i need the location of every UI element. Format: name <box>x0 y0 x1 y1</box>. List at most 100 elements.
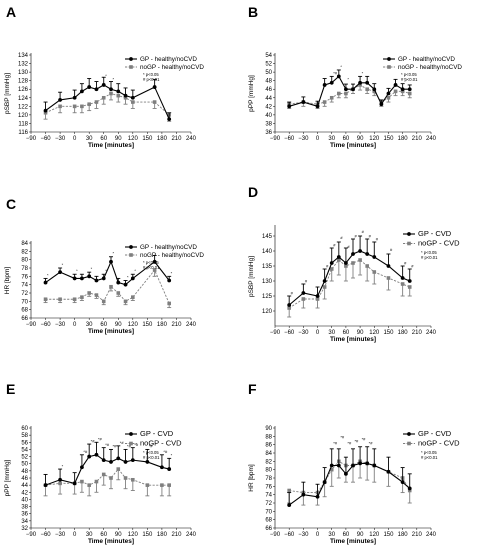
x-tick-label: 60 <box>343 532 350 538</box>
x-tick-label: −30 <box>298 532 309 538</box>
data-point <box>80 89 84 94</box>
data-point <box>152 85 157 89</box>
y-tick-label: 116 <box>18 130 28 136</box>
significance-marker: # <box>355 234 358 239</box>
panel-letter-a: A <box>6 4 16 20</box>
data-point <box>72 104 77 109</box>
data-point <box>123 282 128 287</box>
x-tick-label: 240 <box>186 532 197 538</box>
series-gp <box>43 441 172 488</box>
series-line <box>45 468 170 486</box>
legend-label: GP - CVD <box>418 429 452 438</box>
data-point <box>80 104 84 109</box>
x-tick-label: 90 <box>115 322 122 328</box>
significance-legend: # p<0.01 <box>421 455 438 460</box>
y-tick-label: 36 <box>21 512 28 518</box>
data-point <box>72 481 77 486</box>
significance-marker: *# <box>347 441 352 446</box>
data-point <box>116 456 121 461</box>
panel-f: F −90 −60 −30 0 30 60 90 120 150 180 210 240 66 68 70 72… <box>248 381 460 545</box>
significance-marker: # <box>340 235 343 240</box>
x-tick-label: 60 <box>100 322 107 328</box>
legend-label: noGP - healthy/noCVD <box>140 252 204 259</box>
y-tick-label: 52 <box>21 455 28 461</box>
data-point <box>131 477 135 482</box>
data-point <box>351 463 355 468</box>
x-tick-label: 30 <box>86 136 93 142</box>
data-point <box>372 270 377 274</box>
x-tick-label: −90 <box>270 532 281 538</box>
data-point <box>152 100 157 104</box>
significance-marker: * <box>362 70 364 75</box>
data-point <box>322 279 327 283</box>
x-tick-label: 30 <box>328 136 335 142</box>
y-tick-label: 72 <box>265 501 272 507</box>
data-point <box>87 291 91 295</box>
y-tick-label: 50 <box>265 70 272 76</box>
legend-label: GP - healthy/noCVD <box>140 56 197 63</box>
data-point <box>94 293 99 297</box>
data-point <box>80 465 84 470</box>
significance-marker: * <box>62 262 64 267</box>
significance-marker: * <box>347 77 349 82</box>
x-tick-label: 90 <box>115 532 122 538</box>
data-point <box>72 276 77 281</box>
y-tick-label: 88 <box>265 434 272 440</box>
x-tick-label: 60 <box>343 136 350 142</box>
significance-marker: *# <box>340 434 345 439</box>
legend-marker <box>387 65 391 69</box>
significance-marker: * <box>47 272 49 277</box>
data-point <box>72 95 77 100</box>
data-point <box>167 301 171 306</box>
panel-b: B −90 −60 −30 0 30 60 90 120 150 180 210 240 36 38 40 42… <box>248 4 462 149</box>
data-point <box>101 299 106 304</box>
data-point <box>407 279 412 283</box>
x-axis-title: Time [minutes] <box>88 538 134 545</box>
data-point <box>58 98 62 102</box>
data-point <box>372 89 377 94</box>
data-point <box>116 280 121 285</box>
data-point <box>365 87 369 92</box>
data-point <box>80 295 84 299</box>
x-tick-label: −30 <box>298 136 309 142</box>
y-axis-title: HR [bpm] <box>248 464 255 492</box>
y-axis-title: HR [bpm] <box>4 267 11 295</box>
panel-c: C −90 −60 −30 0 30 60 90 120 150 180 210 240 66 68 70 72… <box>4 196 204 335</box>
y-tick-label: 48 <box>21 469 28 475</box>
y-tick-label: 38 <box>265 121 272 127</box>
x-tick-label: −30 <box>55 322 66 328</box>
x-tick-label: 0 <box>73 136 77 142</box>
x-tick-label: 180 <box>398 532 409 538</box>
data-point <box>315 294 320 298</box>
x-tick-label: 0 <box>73 532 77 538</box>
significance-legend: * p<0.05 <box>143 260 159 265</box>
x-tick-label: −30 <box>298 330 309 336</box>
legend-label: noGP - CVD <box>140 439 182 448</box>
data-point <box>116 467 121 471</box>
x-tick-label: 90 <box>357 136 364 142</box>
significance-marker: # <box>404 261 407 266</box>
data-point <box>301 291 306 295</box>
series-gp <box>43 76 172 122</box>
data-point <box>315 104 320 109</box>
series-gp <box>287 235 412 307</box>
data-point <box>358 80 362 85</box>
data-point <box>287 306 291 310</box>
y-tick-label: 58 <box>21 433 28 439</box>
data-point <box>87 454 92 459</box>
significance-legend: * p<0.05 <box>401 72 417 77</box>
data-point <box>123 460 128 464</box>
x-tick-label: 150 <box>142 532 153 538</box>
data-point <box>109 476 113 480</box>
y-tick-label: 74 <box>265 493 272 499</box>
y-tick-label: 52 <box>265 62 272 68</box>
data-point <box>351 252 355 256</box>
y-tick-label: 76 <box>21 274 28 280</box>
data-point <box>365 264 369 268</box>
data-point <box>87 274 92 279</box>
x-tick-label: −60 <box>284 532 295 538</box>
data-point <box>344 87 348 92</box>
data-point <box>109 259 113 264</box>
series-gp <box>43 255 172 287</box>
